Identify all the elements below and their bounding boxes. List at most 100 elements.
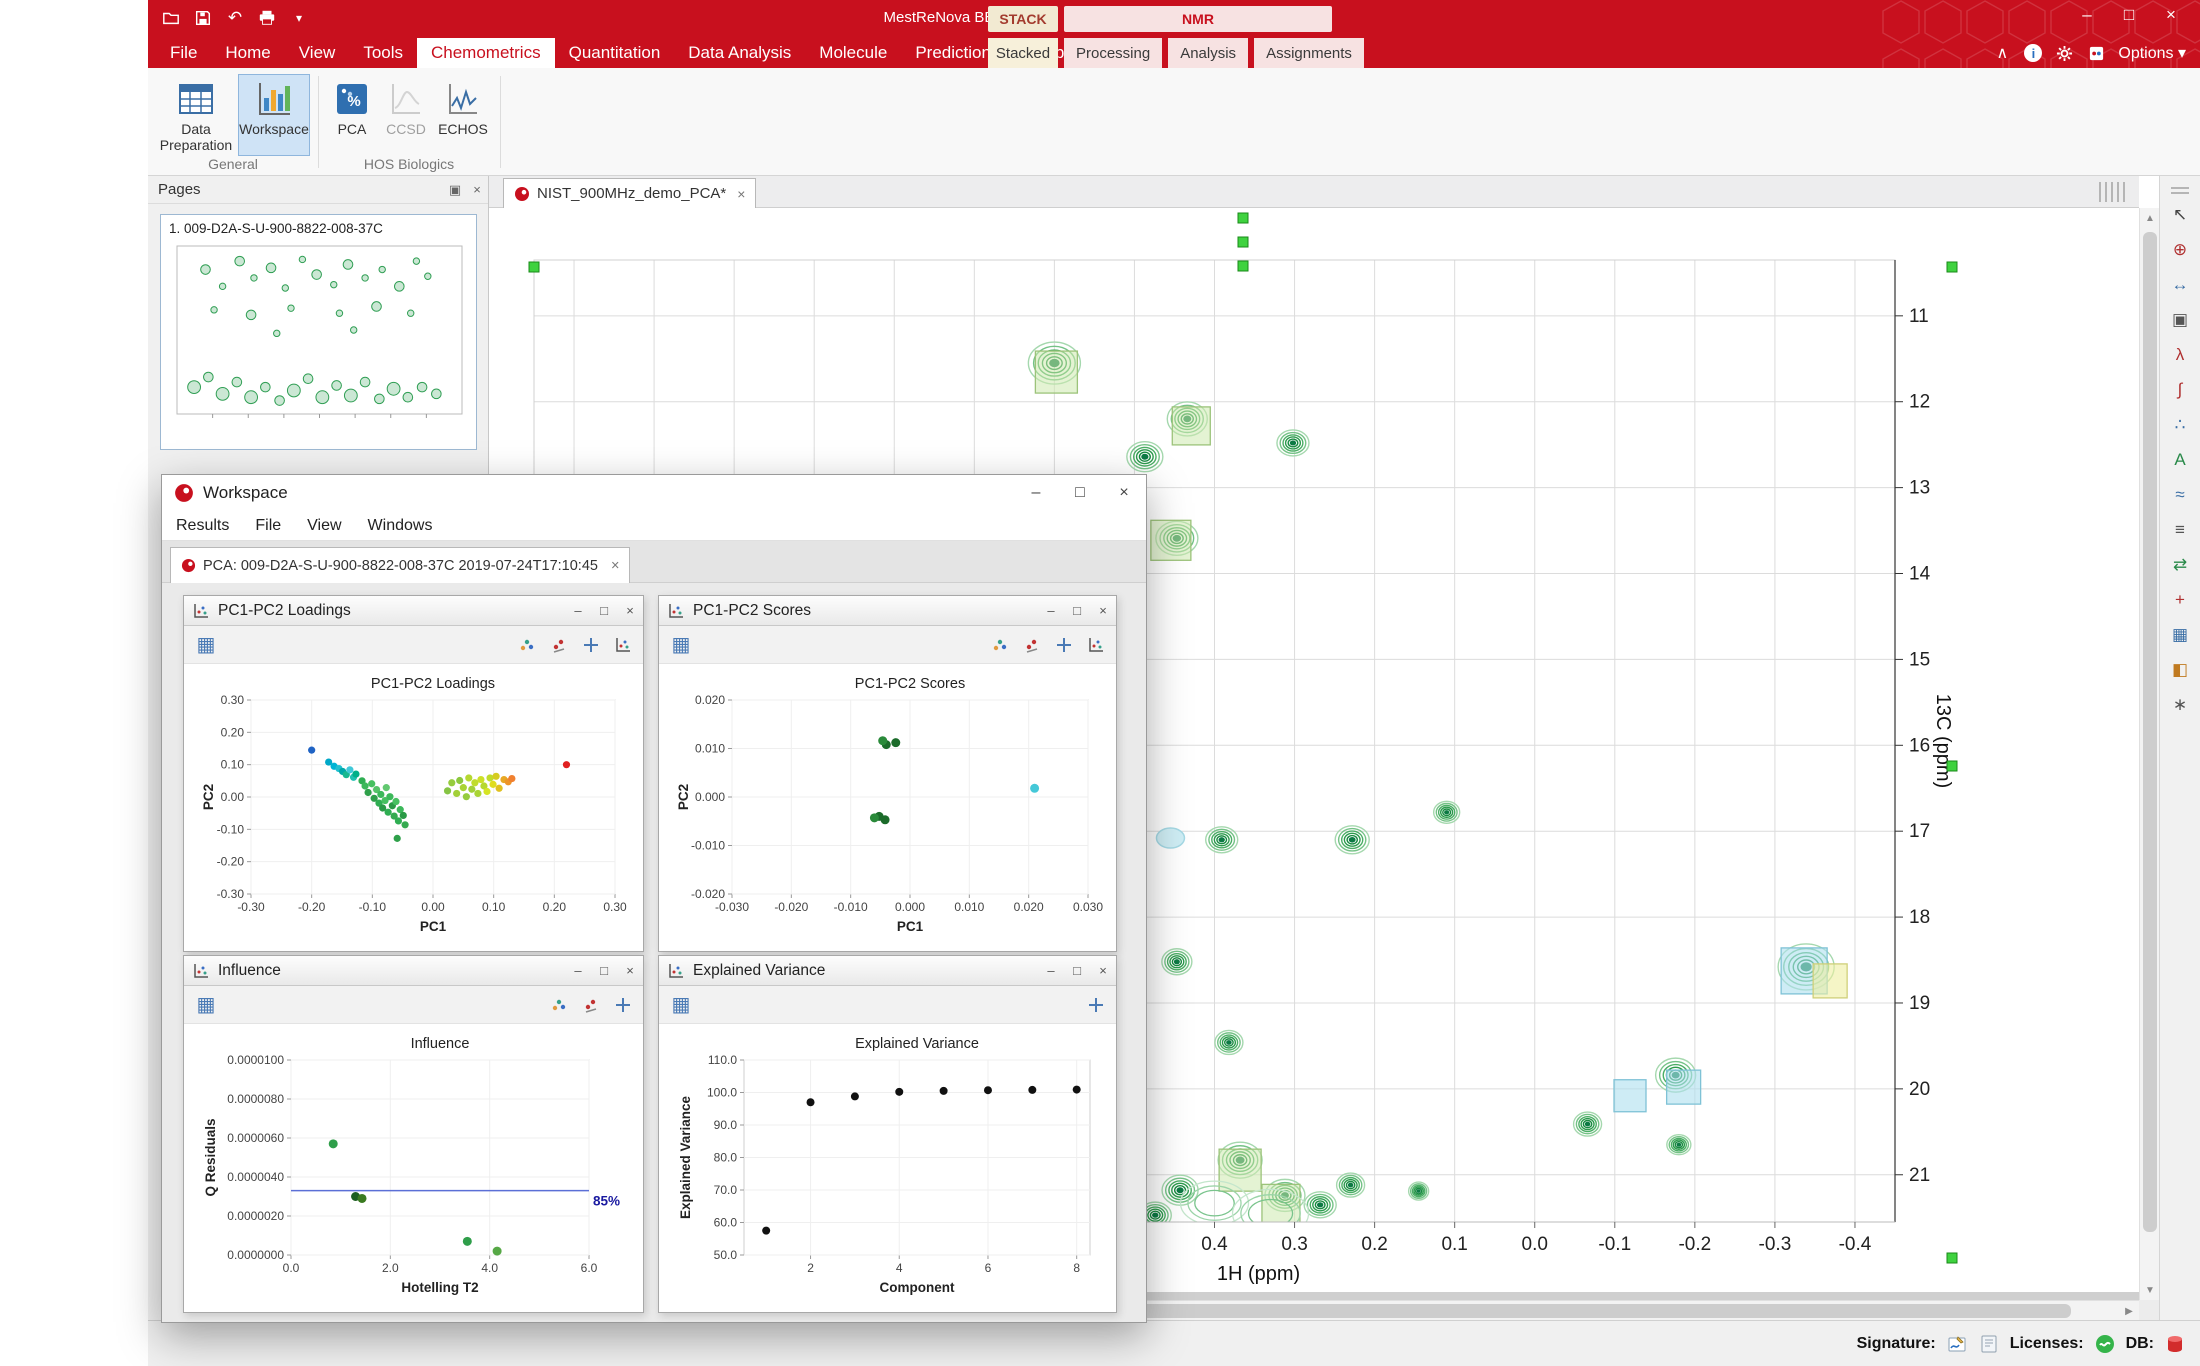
- workspace-pca-tab[interactable]: PCA: 009-D2A-S-U-900-8822-008-37C 2019-0…: [170, 547, 631, 583]
- pan-icon[interactable]: ↔: [2171, 275, 2189, 294]
- workspace-button[interactable]: Workspace: [238, 74, 310, 156]
- workspace-close-button[interactable]: ×: [1119, 484, 1129, 501]
- selection-handle[interactable]: [1237, 236, 1249, 248]
- vertical-scroll-thumb[interactable]: [2143, 232, 2157, 1232]
- menu-tab-molecule[interactable]: Molecule: [819, 43, 888, 62]
- panel-maximize-icon[interactable]: □: [600, 603, 608, 618]
- menu-tab-quantitation[interactable]: Quantitation: [568, 43, 661, 62]
- multiplets-icon[interactable]: ∴: [2174, 415, 2186, 434]
- undo-icon[interactable]: ↶: [227, 8, 243, 27]
- axes-tool-icon[interactable]: [1084, 633, 1108, 657]
- maximize-button[interactable]: □: [2123, 5, 2135, 24]
- workspace-minimize-button[interactable]: –: [1031, 484, 1041, 501]
- doc-context-tab-stacked[interactable]: Stacked: [988, 38, 1058, 68]
- menu-tab-file[interactable]: File: [170, 43, 198, 62]
- document-tab-close-icon[interactable]: ×: [737, 185, 746, 202]
- close-panel-icon[interactable]: ×: [473, 182, 481, 197]
- panel-influence-titlebar[interactable]: Influence – □ ×: [184, 956, 643, 986]
- axes-tool-icon[interactable]: [611, 633, 635, 657]
- panel-minimize-icon[interactable]: –: [1047, 603, 1055, 618]
- dots-red-tool-icon[interactable]: [547, 633, 571, 657]
- right-toolbar-grip[interactable]: [2171, 184, 2189, 194]
- table-view-icon[interactable]: ▦: [671, 993, 691, 1016]
- toolbar-grip[interactable]: [2099, 182, 2129, 202]
- integration-icon[interactable]: ∫: [2177, 380, 2183, 399]
- license-status-icon[interactable]: [2094, 1333, 2116, 1355]
- panel-scores-titlebar[interactable]: PC1-PC2 Scores – □ ×: [659, 596, 1116, 626]
- cross-tool-icon[interactable]: [1084, 993, 1108, 1017]
- minimize-button[interactable]: –: [2082, 5, 2092, 24]
- menu-tab-tools[interactable]: Tools: [363, 43, 403, 62]
- page-thumbnail[interactable]: 1. 009-D2A-S-U-900-8822-008-37C: [160, 214, 477, 450]
- cross-tool-icon[interactable]: [611, 993, 635, 1017]
- echos-button[interactable]: ECHOS: [434, 74, 492, 156]
- table-view-icon[interactable]: ▦: [671, 633, 691, 656]
- print-icon[interactable]: [256, 7, 278, 29]
- database-status-icon[interactable]: [2164, 1333, 2186, 1355]
- swap-axes-icon[interactable]: ⇄: [2172, 555, 2188, 574]
- panel-maximize-icon[interactable]: □: [1073, 603, 1081, 618]
- vertical-scrollbar[interactable]: ▲ ▼: [2139, 208, 2159, 1300]
- workspace-maximize-button[interactable]: □: [1075, 484, 1085, 501]
- menu-tab-view[interactable]: View: [298, 43, 336, 62]
- panel-close-icon[interactable]: ×: [1099, 603, 1107, 618]
- close-button[interactable]: ×: [2166, 5, 2176, 24]
- selection-handle[interactable]: [1946, 760, 1958, 772]
- scroll-right-icon[interactable]: ▶: [2125, 1305, 2133, 1317]
- menu-tab-prediction[interactable]: Prediction: [915, 43, 991, 62]
- info-icon[interactable]: i: [2024, 44, 2043, 62]
- quick-access-caret-icon[interactable]: ▾: [295, 11, 303, 25]
- scroll-down-icon[interactable]: ▼: [2145, 1284, 2155, 1296]
- cursor-icon[interactable]: ↖: [2172, 205, 2188, 224]
- peak-picking-icon[interactable]: λ: [2175, 345, 2185, 364]
- dock-panel-icon[interactable]: ▣: [448, 181, 462, 197]
- workspace-menu-windows[interactable]: Windows: [367, 516, 433, 534]
- workspace-titlebar[interactable]: Workspace – □ ×: [162, 475, 1146, 511]
- panel-close-icon[interactable]: ×: [1099, 963, 1107, 978]
- dots-red-tool-icon[interactable]: [579, 993, 603, 1017]
- cross-tool-icon[interactable]: [579, 633, 603, 657]
- table-view-icon[interactable]: ▦: [196, 633, 216, 656]
- data-table-icon[interactable]: ▦: [2171, 625, 2189, 644]
- dots-red-tool-icon[interactable]: [1020, 633, 1044, 657]
- workspace-menu-results[interactable]: Results: [176, 516, 230, 534]
- workspace-window[interactable]: Workspace – □ × Results File View Window…: [162, 475, 1146, 1322]
- signature-icon[interactable]: [1946, 1333, 1968, 1355]
- dots-tool-icon[interactable]: [547, 993, 571, 1017]
- panel-minimize-icon[interactable]: –: [574, 603, 582, 618]
- menu-tab-data-analysis[interactable]: Data Analysis: [688, 43, 792, 62]
- dots-tool-icon[interactable]: [515, 633, 539, 657]
- full-view-icon[interactable]: ▣: [2171, 310, 2189, 329]
- save-icon[interactable]: [192, 7, 214, 29]
- gear-icon[interactable]: [2054, 43, 2074, 63]
- options-icon[interactable]: ∗: [2172, 695, 2188, 714]
- doc-context-tab-analysis[interactable]: Analysis: [1168, 38, 1249, 68]
- panel-minimize-icon[interactable]: –: [574, 963, 582, 978]
- selection-handle[interactable]: [528, 261, 540, 273]
- assignments-icon[interactable]: A: [2174, 450, 2186, 469]
- panel-explained-titlebar[interactable]: Explained Variance – □ ×: [659, 956, 1116, 986]
- pca-button[interactable]: % PCA: [326, 74, 378, 156]
- panel-maximize-icon[interactable]: □: [600, 963, 608, 978]
- selection-handle[interactable]: [1946, 261, 1958, 273]
- selection-handle[interactable]: [1946, 1252, 1958, 1264]
- palette-icon[interactable]: ◧: [2171, 660, 2189, 679]
- stack-icon[interactable]: ≡: [2175, 520, 2185, 539]
- new-document-icon[interactable]: [160, 7, 182, 29]
- workspace-menu-file[interactable]: File: [255, 516, 282, 534]
- panel-close-icon[interactable]: ×: [626, 963, 634, 978]
- panel-maximize-icon[interactable]: □: [1073, 963, 1081, 978]
- zoom-icon[interactable]: ⊕: [2172, 240, 2188, 259]
- panel-minimize-icon[interactable]: –: [1047, 963, 1055, 978]
- menu-tab-home[interactable]: Home: [225, 43, 271, 62]
- licenses-badge-icon[interactable]: [2086, 43, 2106, 63]
- document-tab[interactable]: NIST_900MHz_demo_PCA* ×: [503, 178, 757, 208]
- certificate-icon[interactable]: [1978, 1333, 2000, 1355]
- cross-tool-icon[interactable]: [1052, 633, 1076, 657]
- overlay-icon[interactable]: ≈: [2175, 485, 2185, 504]
- data-preparation-button[interactable]: Data Preparation: [156, 74, 236, 156]
- panel-loadings-titlebar[interactable]: PC1-PC2 Loadings – □ ×: [184, 596, 643, 626]
- selection-handle[interactable]: [1237, 212, 1249, 224]
- doc-context-tab-processing[interactable]: Processing: [1064, 38, 1163, 68]
- table-view-icon[interactable]: ▦: [196, 993, 216, 1016]
